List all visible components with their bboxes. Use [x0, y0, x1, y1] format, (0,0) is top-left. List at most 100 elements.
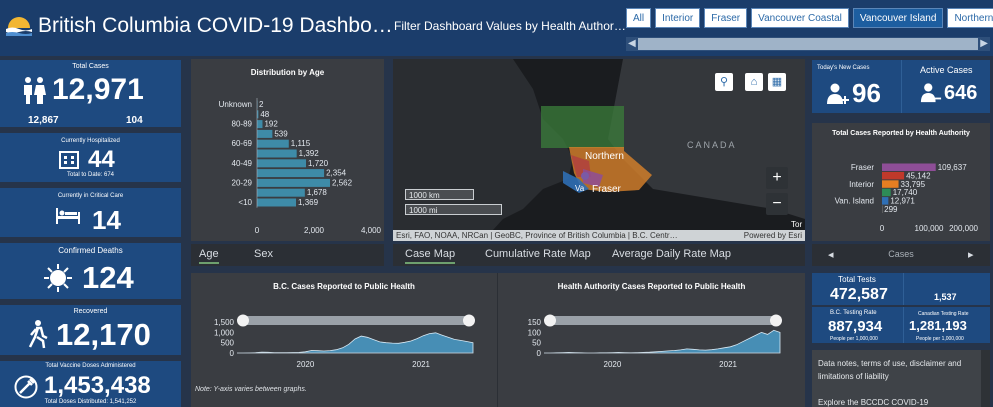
age-chart-title: Distribution by Age	[250, 68, 325, 77]
zoom-out-button[interactable]: −	[766, 193, 788, 215]
bc-range-slider	[241, 316, 469, 325]
age-bar-value: 1,369	[298, 198, 319, 207]
ha-tick-label: Van. Island	[835, 197, 874, 206]
age-bar	[257, 159, 307, 168]
total-cases-value: 12,971	[52, 73, 144, 106]
hospitalized-card: Currently Hospitalized 44 Total to Date:…	[0, 133, 181, 182]
vaccine-label: Total Vaccine Doses Administered	[45, 363, 136, 369]
map-basemap-icon[interactable]: ▦	[768, 73, 786, 91]
age-x-tick: 0	[255, 226, 260, 235]
age-bar-value: 2,354	[326, 169, 347, 178]
scroll-right-icon[interactable]: ▶	[980, 38, 988, 49]
ha-bar-value: 299	[884, 205, 898, 214]
ha-bar-value: 17,740	[893, 188, 918, 197]
vaccine-distributed: Total Doses Distributed: 1,541,252	[44, 399, 137, 405]
powered-by-esri[interactable]: Powered by Esri	[739, 230, 802, 241]
hospitalized-total: Total to Date: 674	[66, 172, 115, 178]
deaths-value: 124	[82, 260, 134, 295]
age-bar-value: 48	[260, 110, 269, 119]
ha-prev-button[interactable]: ◂	[828, 249, 834, 261]
tab-cumulative-rate-map[interactable]: Cumulative Rate Map	[485, 248, 591, 260]
rate-divider	[903, 307, 904, 343]
active-cases-label: Active Cases	[920, 65, 973, 75]
ha-bar-value: 33,795	[901, 180, 926, 189]
tab-sex[interactable]: Sex	[254, 248, 273, 260]
age-bar	[257, 198, 297, 207]
total-tests-label: Total Tests	[838, 275, 876, 284]
charts-divider	[497, 273, 498, 407]
notes-line-3[interactable]: Explore the BCCDC COVID-19	[818, 398, 929, 407]
map-tabs: Case Map Cumulative Rate Map Average Dai…	[393, 244, 805, 266]
critical-care-value: 14	[92, 205, 121, 235]
tab-northern[interactable]: Northern	[947, 8, 993, 28]
data-notes-panel: Data notes, terms of use, disclaimer and…	[812, 350, 990, 407]
bc-logo-icon	[6, 17, 32, 36]
age-tick-label: 40-49	[232, 159, 253, 168]
tab-vancouver-island[interactable]: Vancouver Island	[852, 8, 944, 28]
age-bar	[257, 120, 263, 129]
ha-slider-handle-left	[544, 314, 556, 327]
tab-age[interactable]: Age	[199, 248, 219, 264]
recovered-card: Recovered 12,170	[0, 305, 181, 355]
bed-icon	[56, 208, 80, 224]
scroll-left-icon[interactable]: ◀	[628, 38, 636, 49]
walking-person-icon	[28, 320, 48, 349]
age-bar-value: 192	[264, 120, 278, 129]
map-label-canada: CANADA	[687, 140, 737, 150]
virus-icon	[44, 264, 72, 292]
hospital-icon	[59, 151, 79, 169]
ha-next-button[interactable]: ▸	[968, 249, 974, 261]
cases-charts-panel	[191, 273, 805, 407]
notes-scrollbar[interactable]	[981, 350, 990, 407]
y-axis-note: Note: Y-axis varies between graphs.	[195, 386, 307, 393]
tab-interior[interactable]: Interior	[655, 8, 701, 28]
age-bar	[257, 188, 305, 197]
recovered-value: 12,170	[56, 317, 151, 352]
bc-y-tick: 500	[221, 339, 235, 348]
active-cases-value: 646	[944, 82, 978, 104]
syringe-icon	[14, 375, 38, 399]
age-bar-value: 1,115	[291, 139, 311, 148]
age-bar-value: 2,562	[332, 178, 353, 187]
map-home-icon[interactable]: ⌂	[745, 73, 763, 91]
age-bar-value: 1,392	[299, 149, 320, 158]
age-bar	[257, 169, 325, 178]
ha-tick-label: Fraser	[851, 163, 874, 172]
scrollbar-thumb[interactable]	[638, 38, 978, 50]
ha-x-tick: 2020	[604, 360, 622, 369]
notes-line-2[interactable]: limitations of liability	[818, 372, 889, 381]
ha-area	[544, 329, 781, 354]
ha-x-tick: 0	[880, 224, 885, 233]
bc-testing-rate-value: 887,934	[828, 318, 883, 335]
hospitalized-value: 44	[88, 146, 115, 173]
bc-x-tick: 2021	[412, 360, 430, 369]
bc-area	[237, 332, 474, 354]
new-cases-value: 96	[852, 78, 881, 108]
tab-all[interactable]: All	[626, 8, 652, 28]
ha-bar-value: 109,637	[938, 163, 967, 172]
bc-testing-rate-label: B.C. Testing Rate	[830, 310, 877, 316]
map-search-icon[interactable]: ⚲	[715, 73, 733, 91]
age-bar	[257, 178, 331, 187]
tab-average-daily-rate-map[interactable]: Average Daily Rate Map	[612, 248, 732, 260]
add-person-icon	[827, 83, 849, 104]
map-label-fraser: Fraser	[592, 184, 622, 195]
tabs-scrollbar[interactable]: ◀ ▶	[626, 37, 990, 51]
dashboard-title: British Columbia COVID-19 Dashbo…	[38, 14, 393, 37]
case-map[interactable]: CANADA Northern Fraser Va Tor ⚲ ⌂ ▦ + − …	[393, 59, 805, 241]
age-x-tick: 2,000	[304, 226, 325, 235]
map-label-vancouver: Va	[575, 184, 585, 193]
bc-y-tick: 1,500	[214, 318, 235, 327]
bc-y-tick: 1,000	[214, 328, 235, 337]
tab-vancouver-coastal[interactable]: Vancouver Coastal	[751, 8, 849, 28]
zoom-in-button[interactable]: +	[766, 167, 788, 189]
ha-x-tick: 2021	[719, 360, 737, 369]
ha-bar	[882, 180, 899, 188]
age-bar-value: 2	[259, 100, 264, 109]
map-attribution: Esri, FAO, NOAA, NRCan | GeoBC, Province…	[396, 231, 678, 240]
tab-case-map[interactable]: Case Map	[405, 248, 456, 264]
age-bar-value: 1,720	[308, 159, 329, 168]
notes-line-1: Data notes, terms of use, disclaimer and	[818, 359, 962, 368]
tab-fraser[interactable]: Fraser	[704, 8, 748, 28]
